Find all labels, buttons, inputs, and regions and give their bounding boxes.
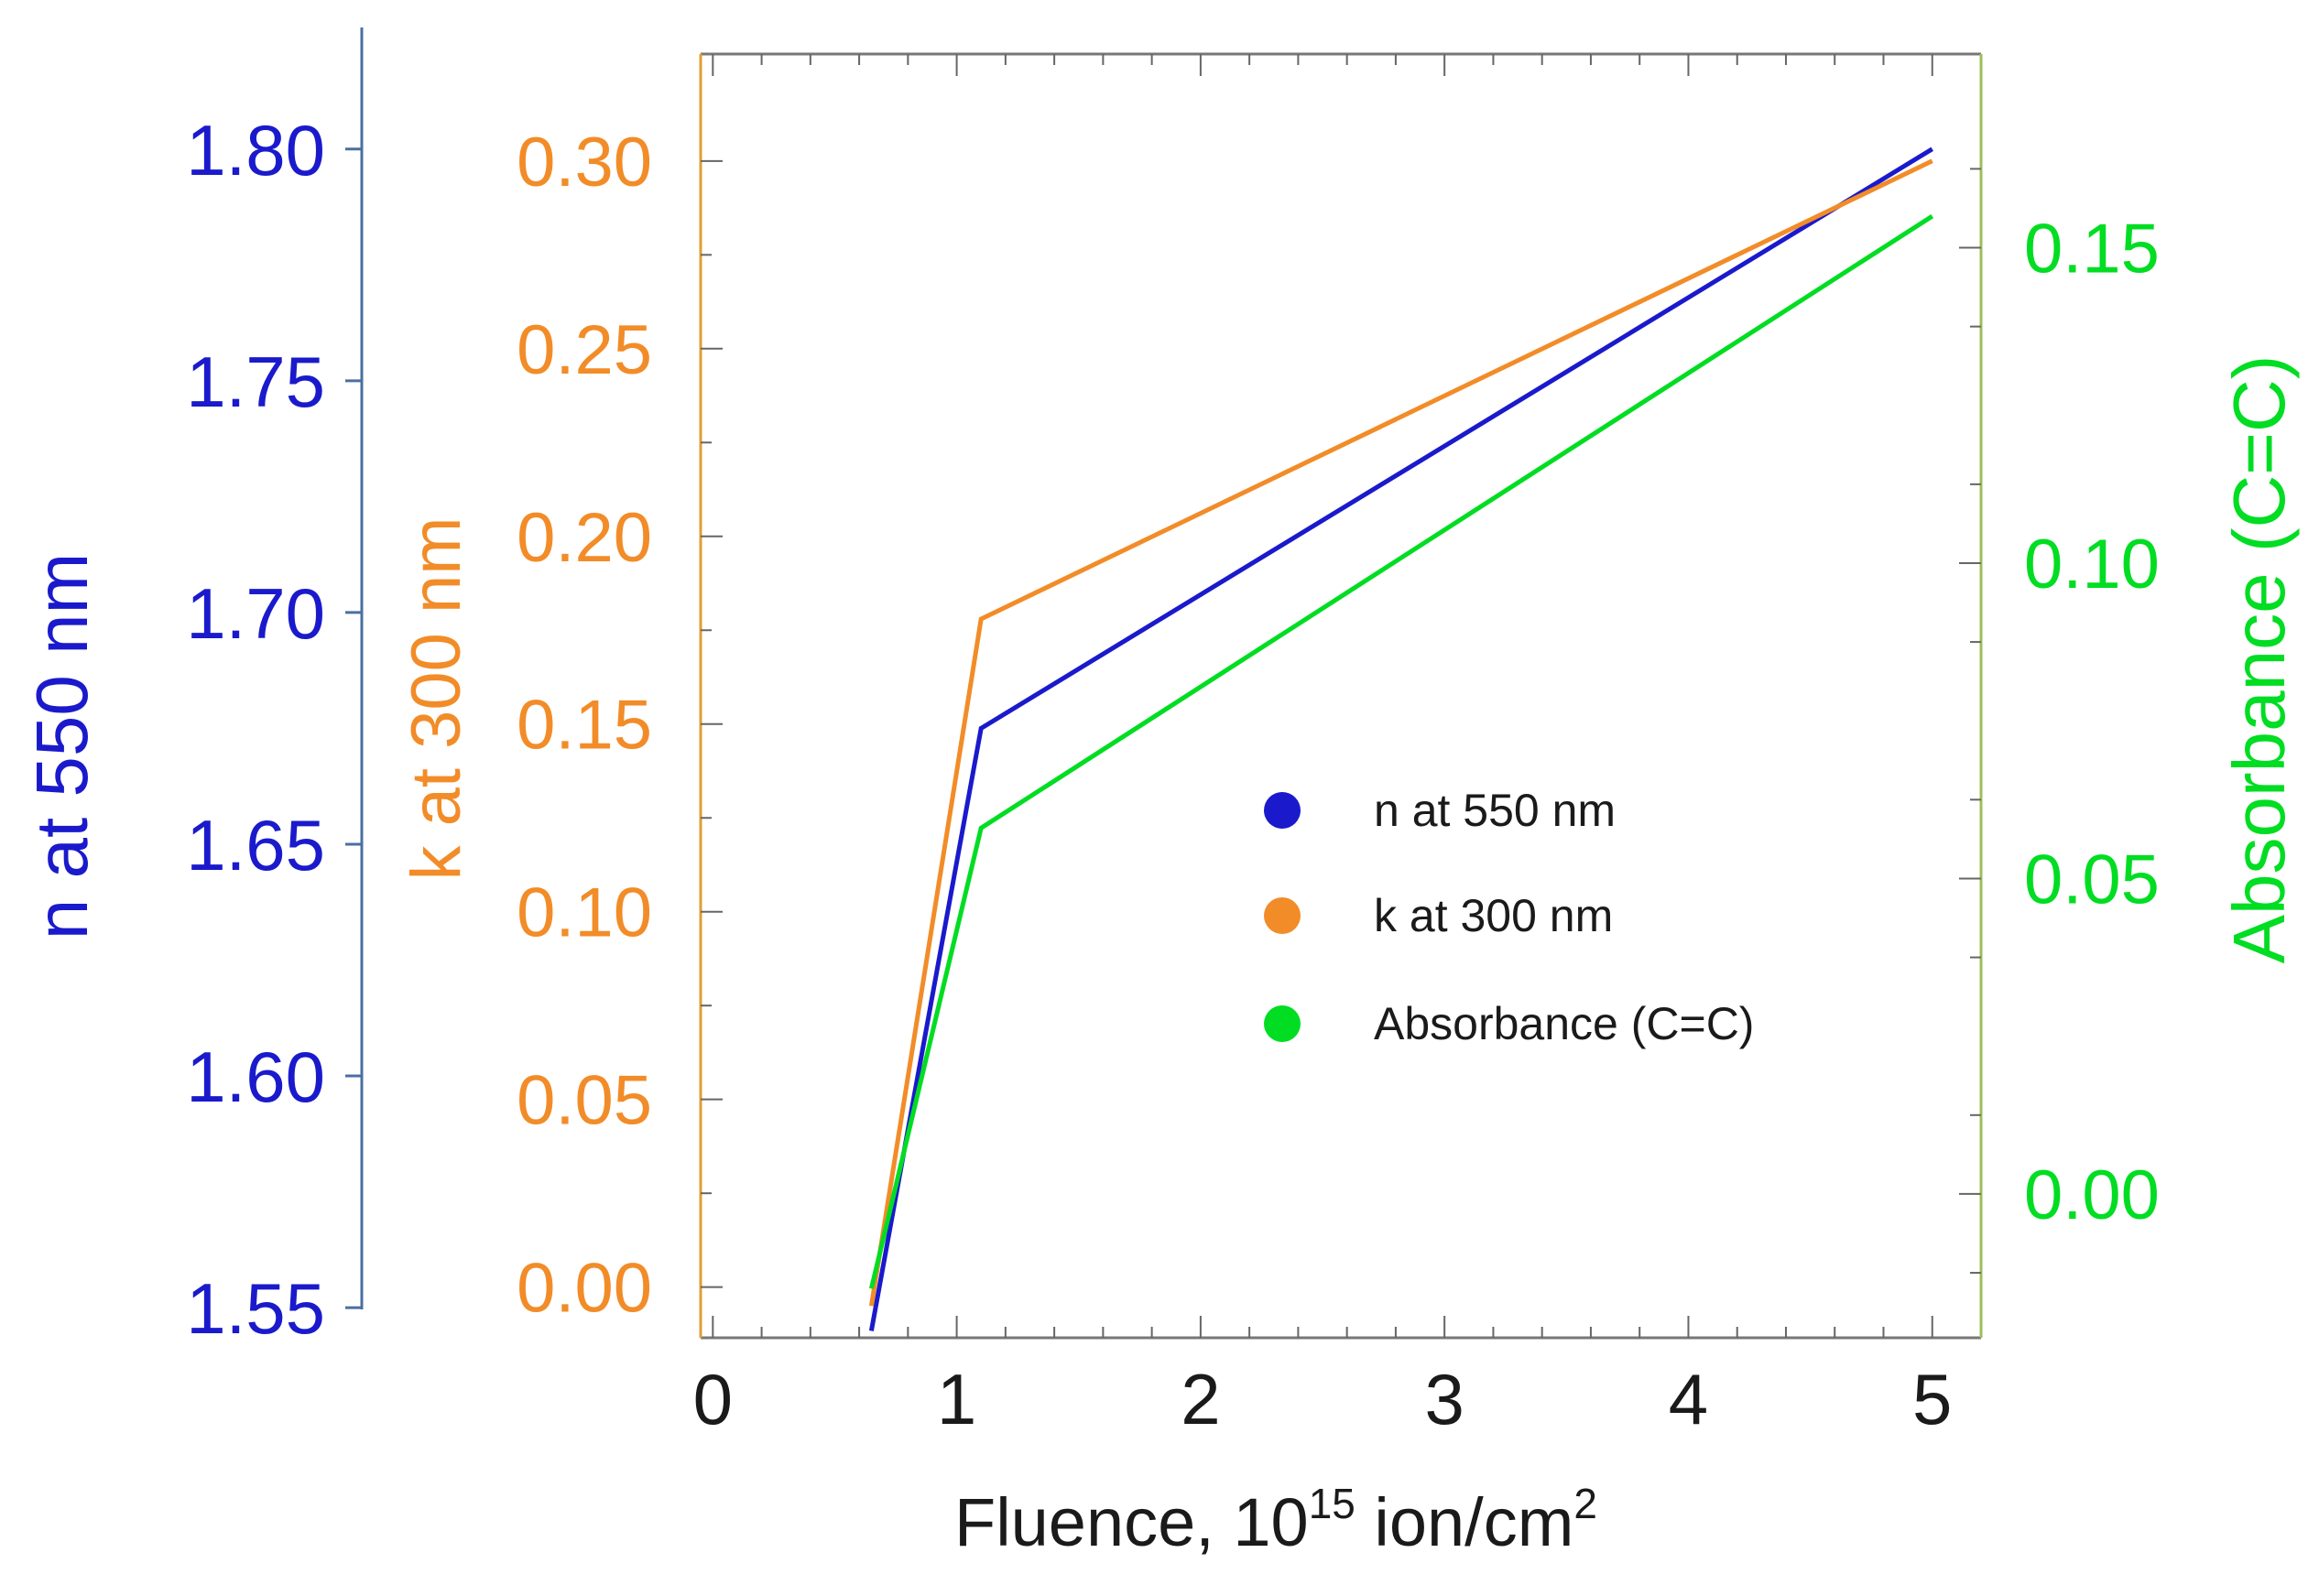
legend: n at 550 nm k at 300 nm Absorbance (C=C) [1264, 785, 1754, 1049]
absorbance-tick-label: 0.05 [2024, 841, 2160, 918]
legend-label: k at 300 nm [1374, 890, 1613, 941]
legend-label: Absorbance (C=C) [1374, 998, 1754, 1049]
axes-group: 0 1 2 3 4 5 0.00 0.05 0.10 0.15 0.20 0.25 0.30 0.00 0.… [21, 27, 2300, 1439]
n-tick-label: 1.75 [186, 342, 325, 422]
absorbance-tick-label: 0.10 [2024, 526, 2160, 603]
x-axis-label-mid: ion/cm [1355, 1484, 1574, 1560]
k-tick-label: 0.00 [517, 1250, 652, 1328]
x-tick-label: 1 [937, 1359, 976, 1439]
series-line-n [868, 147, 1934, 1331]
k-tick-label: 0.30 [517, 124, 652, 201]
absorbance-axis-title: Absorbance (C=C) [2218, 355, 2300, 964]
n-tick-label: 1.55 [186, 1268, 325, 1349]
k-tick-label: 0.15 [517, 687, 652, 765]
absorbance-tick-label: 0.15 [2024, 211, 2160, 288]
n-tick-label: 1.65 [186, 805, 325, 885]
n-tick-label: 1.60 [186, 1037, 325, 1117]
x-tick-label: 3 [1424, 1359, 1464, 1439]
x-tick-label: 4 [1669, 1359, 1708, 1439]
x-axis-label-sup2: 2 [1573, 1480, 1597, 1527]
legend-label: n at 550 nm [1374, 785, 1616, 836]
x-tick-label: 5 [1912, 1359, 1952, 1439]
x-axis-label: Fluence, 1015 ion/cm2 [954, 1480, 1597, 1560]
x-tick-label: 0 [693, 1359, 733, 1439]
series-line-abs [868, 213, 1934, 1289]
series-line-k [868, 158, 1933, 1307]
legend-marker [1264, 792, 1301, 829]
series-group [868, 147, 1934, 1331]
n-tick-label: 1.80 [186, 110, 325, 190]
k-tick-label: 0.05 [517, 1062, 652, 1140]
n-tick-label: 1.70 [186, 573, 325, 654]
legend-marker [1264, 897, 1301, 934]
n-axis-title: n at 550 nm [21, 553, 103, 940]
x-axis-label-sup1: 15 [1309, 1480, 1355, 1527]
x-axis-label-main: Fluence, 10 [954, 1484, 1309, 1560]
absorbance-tick-label: 0.00 [2024, 1156, 2160, 1234]
k-axis-title: k at 300 nm [397, 516, 475, 880]
x-tick-label: 2 [1181, 1359, 1220, 1439]
legend-marker [1264, 1005, 1301, 1042]
k-tick-label: 0.25 [517, 311, 652, 389]
k-tick-label: 0.20 [517, 499, 652, 577]
k-tick-label: 0.10 [517, 874, 652, 952]
